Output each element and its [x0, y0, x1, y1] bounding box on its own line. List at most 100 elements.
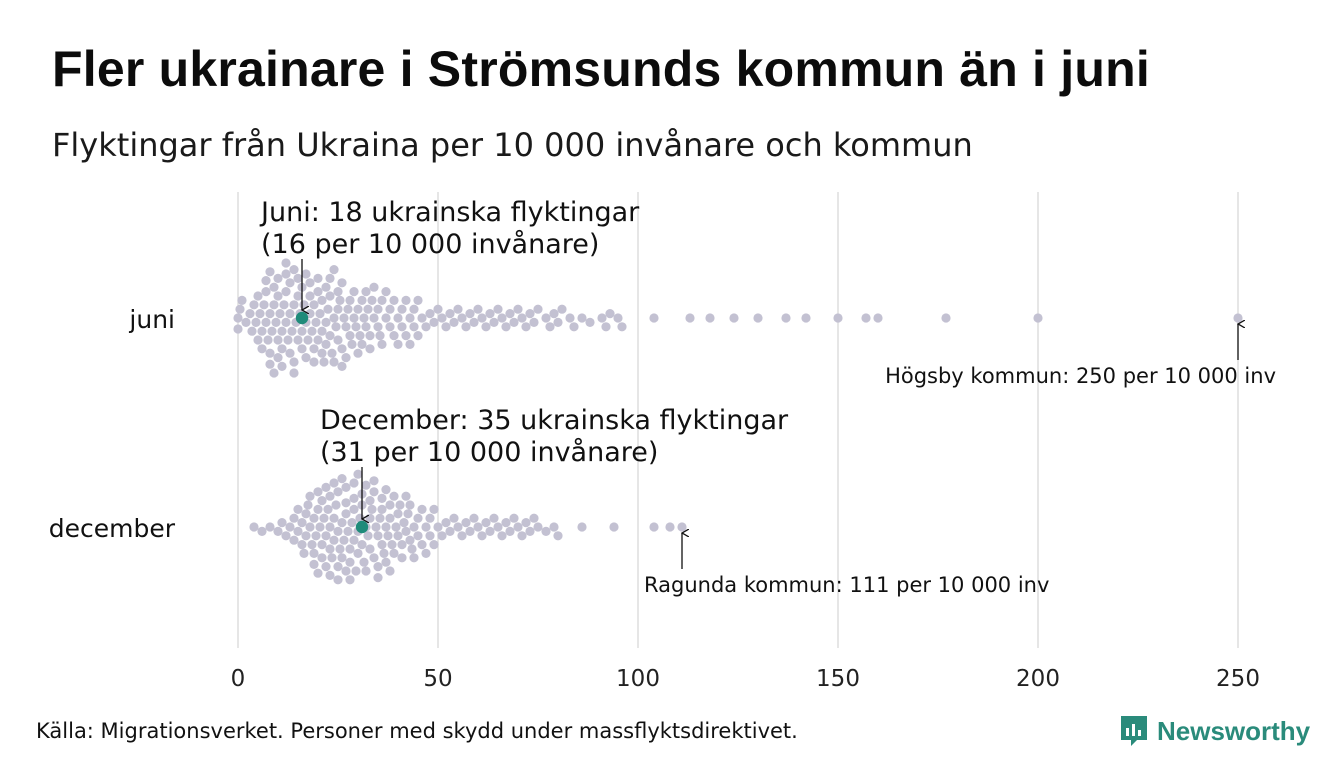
dot: [245, 309, 255, 319]
dot: [397, 540, 407, 550]
dot: [381, 287, 391, 297]
dot: [259, 300, 269, 310]
dot: [557, 304, 567, 314]
dot: [293, 504, 303, 514]
dot: [453, 522, 463, 532]
dot: [501, 518, 511, 528]
dot: [409, 553, 419, 563]
dot: [331, 500, 341, 510]
x-axis-tick-labels: 0 50 100 150 200 250: [231, 666, 1260, 692]
dot: [363, 531, 373, 541]
dot: [297, 344, 307, 354]
x-tick-label-250: 250: [1216, 666, 1260, 692]
dot: [477, 531, 487, 541]
dot: [281, 258, 291, 268]
dot: [311, 317, 321, 327]
dot: [345, 544, 355, 554]
dot: [349, 535, 359, 545]
dot: [309, 300, 319, 310]
dot: [369, 313, 379, 323]
dot: [341, 566, 351, 576]
dot: [281, 317, 291, 327]
beeswarm-chart: 0 50 100 150 200 250 juni december Juni: 18 uk…: [49, 192, 1276, 692]
dot: [461, 322, 471, 332]
dot: [261, 317, 271, 327]
dot: [325, 544, 335, 554]
dot: [349, 493, 359, 503]
dot: [321, 339, 331, 349]
dot: [403, 509, 413, 519]
dot: [385, 322, 395, 332]
dot: [385, 500, 395, 510]
dot: [313, 487, 323, 497]
dot: [265, 267, 275, 277]
dot: [489, 317, 499, 327]
dot: [341, 322, 351, 332]
dot: [373, 573, 383, 583]
x-tick-label-0: 0: [231, 666, 246, 692]
dot: [337, 344, 347, 354]
dot: [249, 300, 259, 310]
dot: [333, 526, 343, 537]
dot: [293, 273, 303, 283]
dot: [365, 344, 375, 354]
dot: [297, 518, 307, 528]
dot: [301, 531, 311, 541]
dot: [301, 353, 311, 363]
dot: [275, 309, 285, 319]
dot: [313, 273, 323, 283]
dot: [481, 322, 491, 332]
max-annotation: Ragunda kommun: 111 per 10 000 inv: [644, 573, 1049, 597]
dot: [529, 513, 539, 523]
dot: [533, 522, 543, 532]
dot: [529, 317, 539, 327]
dot: [649, 313, 659, 323]
dot: [333, 304, 343, 314]
dot: [379, 548, 389, 559]
dot: [347, 518, 357, 528]
dot: [309, 513, 319, 523]
dot: [457, 531, 467, 541]
dot: [399, 518, 409, 528]
dot: [361, 287, 371, 297]
dot: [317, 326, 327, 336]
dot: [329, 478, 339, 488]
dot: [485, 309, 495, 319]
dot: [317, 496, 327, 506]
dot: [677, 522, 687, 532]
dot: [437, 531, 447, 541]
dot: [525, 309, 535, 319]
highlight-dot-december: [355, 520, 369, 534]
dot: [389, 548, 399, 559]
dot: [309, 548, 319, 559]
dot: [325, 273, 335, 283]
dot: [317, 540, 327, 550]
x-tick-label-150: 150: [816, 666, 860, 692]
newsworthy-logo[interactable]: Newsworthy: [1119, 714, 1310, 748]
dot: [359, 557, 369, 567]
dot: [305, 522, 315, 532]
dot: [289, 535, 299, 545]
dot: [329, 265, 339, 275]
dot: [347, 339, 357, 349]
dot: [289, 368, 299, 378]
x-tick-label-200: 200: [1016, 666, 1060, 692]
dot: [273, 291, 283, 301]
dot: [337, 361, 347, 371]
dot: [321, 282, 331, 292]
dot: [549, 522, 559, 532]
dot: [305, 278, 315, 288]
dot: [327, 553, 337, 563]
dot: [381, 522, 391, 532]
dot: [373, 531, 383, 541]
dot: [341, 482, 351, 492]
dot: [325, 570, 335, 581]
dot: [293, 291, 303, 301]
dot: [509, 513, 519, 523]
dot: [401, 295, 411, 305]
dot: [801, 313, 811, 323]
dot: [269, 368, 279, 378]
dot: [517, 531, 527, 541]
dot: [609, 522, 619, 532]
x-tick-label-100: 100: [616, 666, 660, 692]
